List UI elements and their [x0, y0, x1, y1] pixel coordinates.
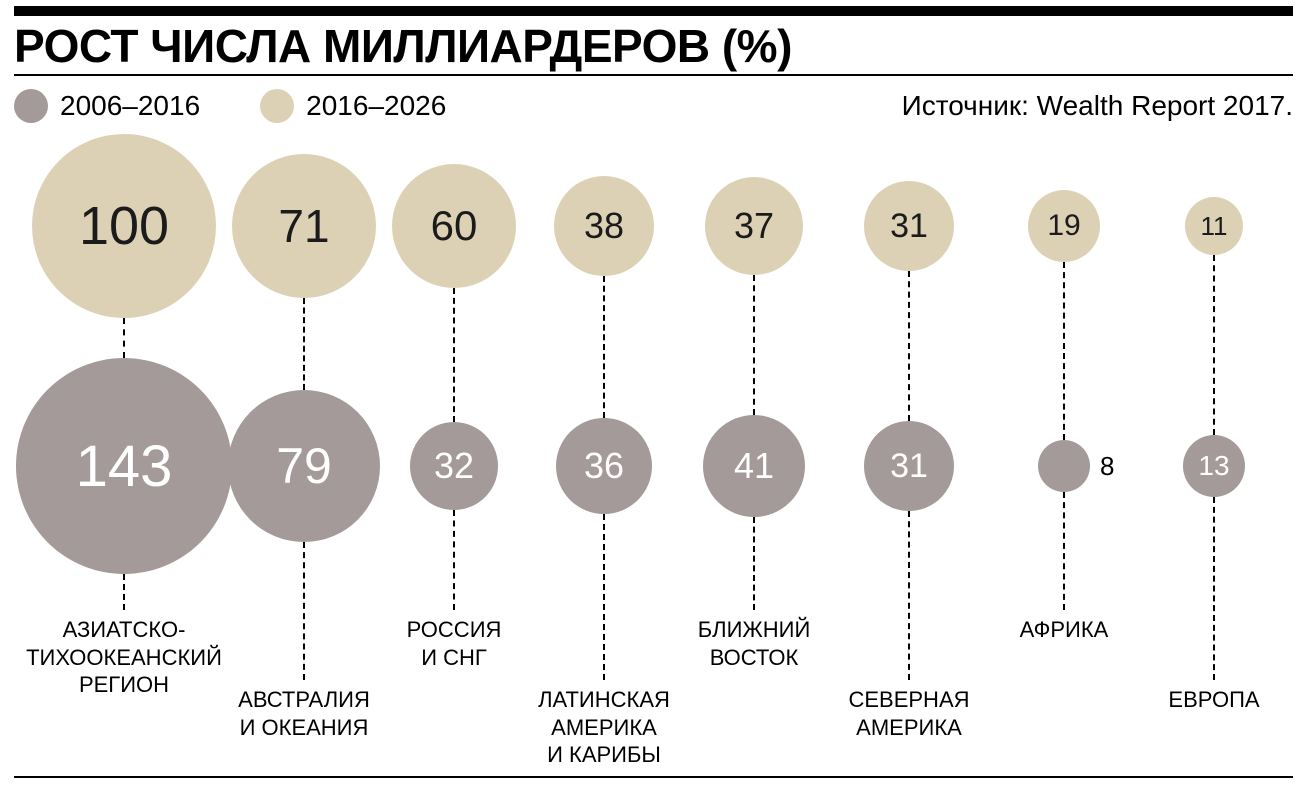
bubble-bottom-value: 41: [734, 445, 774, 487]
region-label: СЕВЕРНАЯ АМЕРИКА: [848, 686, 969, 741]
bottom-rule: [14, 776, 1293, 778]
connector: [1213, 255, 1215, 435]
bubble-bottom: 143: [16, 358, 232, 574]
region-label: АЗИАТСКО- ТИХООКЕАНСКИЙ РЕГИОН: [26, 616, 222, 699]
legend-item-period2: 2016–2026: [260, 89, 446, 123]
bubble-top: 31: [864, 181, 954, 271]
region-label: ЕВРОПА: [1168, 686, 1259, 714]
bubble-bottom: 13: [1183, 435, 1245, 497]
bubble-bottom-value: 36: [584, 445, 624, 487]
connector: [453, 510, 455, 610]
bubble-bottom-value: 8: [1100, 451, 1114, 482]
bubble-top: 19: [1028, 190, 1100, 262]
bubble-top-value: 38: [584, 205, 624, 247]
bubble-top-value: 37: [734, 205, 774, 247]
connector: [123, 574, 125, 610]
bubble-top-value: 31: [890, 207, 928, 246]
chart-area: 100 143 АЗИАТСКО- ТИХООКЕАНСКИЙ РЕГИОН 71 79…: [14, 136, 1293, 721]
bubble-top: 60: [392, 164, 516, 288]
top-rule: [14, 6, 1293, 16]
bubble-bottom-value: 31: [890, 447, 928, 486]
region-label: АВСТРАЛИЯ И ОКЕАНИЯ: [238, 686, 370, 741]
connector: [603, 276, 605, 418]
connector: [753, 517, 755, 610]
connector: [1063, 492, 1065, 610]
connector: [1213, 497, 1215, 680]
connector: [603, 514, 605, 680]
connector: [303, 542, 305, 680]
region-label: АФРИКА: [1020, 616, 1109, 644]
bubble-top: 11: [1185, 197, 1243, 255]
connector: [908, 511, 910, 680]
bubble-bottom-value: 79: [276, 437, 332, 495]
bubble-top-value: 11: [1201, 211, 1228, 242]
bubble-bottom: 31: [864, 421, 954, 511]
bubble-bottom-value: 32: [434, 445, 474, 487]
connector: [303, 298, 305, 390]
title-underline: [14, 74, 1293, 76]
bubble-top-value: 100: [79, 195, 169, 257]
bubble-top-value: 19: [1047, 209, 1080, 243]
bubble-bottom: 79: [228, 390, 380, 542]
chart-title: РОСТ ЧИСЛА МИЛЛИАРДЕРОВ (%): [14, 22, 1293, 70]
bubble-top-value: 71: [278, 199, 329, 253]
connector: [753, 275, 755, 415]
source-text: Источник: Wealth Report 2017.: [902, 90, 1293, 122]
bubble-bottom: [1038, 440, 1090, 492]
bubble-top: 100: [32, 134, 216, 318]
connector: [1063, 262, 1065, 440]
bubble-bottom-value: 143: [76, 433, 173, 500]
bubble-top-value: 60: [431, 202, 478, 250]
legend-items: 2006–2016 2016–2026: [14, 89, 446, 123]
bubble-bottom: 36: [556, 418, 652, 514]
bubble-top: 38: [554, 176, 654, 276]
region-label: РОССИЯ И СНГ: [407, 616, 502, 671]
connector: [453, 288, 455, 422]
legend-label-period2: 2016–2026: [306, 90, 446, 122]
connector: [908, 271, 910, 421]
legend-item-period1: 2006–2016: [14, 89, 200, 123]
region-label: ЛАТИНСКАЯ АМЕРИКА И КАРИБЫ: [538, 686, 670, 769]
legend-swatch-period1: [14, 89, 48, 123]
region-label: БЛИЖНИЙ ВОСТОК: [698, 616, 811, 671]
legend-label-period1: 2006–2016: [60, 90, 200, 122]
connector: [123, 318, 125, 358]
bubble-bottom-value: 13: [1198, 450, 1229, 482]
legend-row: 2006–2016 2016–2026 Источник: Wealth Rep…: [14, 86, 1293, 126]
legend-swatch-period2: [260, 89, 294, 123]
bubble-top: 71: [232, 154, 376, 298]
bubble-top: 37: [705, 177, 803, 275]
bubble-bottom: 41: [703, 415, 805, 517]
bubble-bottom: 32: [410, 422, 498, 510]
